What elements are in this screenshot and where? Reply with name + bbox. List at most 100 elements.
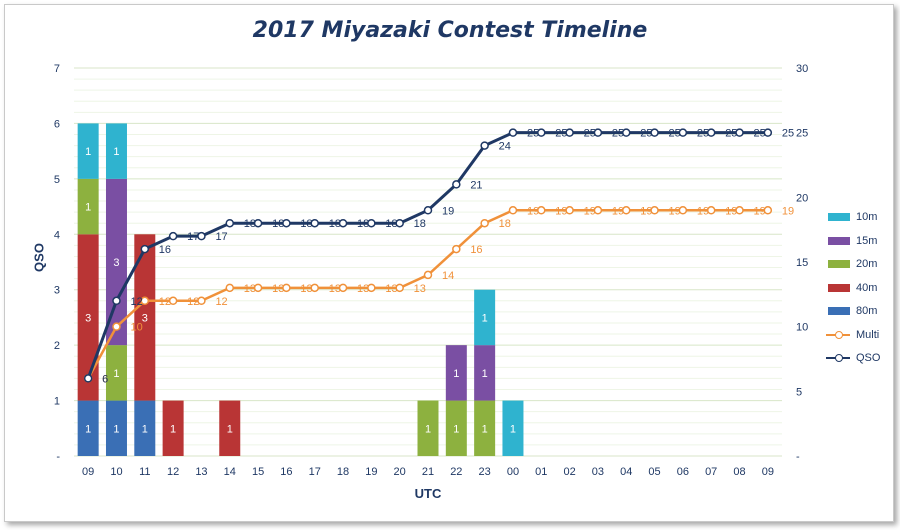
point-qso bbox=[225, 218, 235, 228]
bar-segment-10m bbox=[77, 123, 99, 179]
point-multi bbox=[593, 206, 603, 215]
point-qso bbox=[706, 128, 716, 137]
x-tick-label: 21 bbox=[422, 466, 434, 478]
bar-segment-20m bbox=[417, 400, 439, 456]
point-label-qso: 17 bbox=[187, 231, 199, 243]
point-multi bbox=[480, 218, 489, 228]
legend-item-multi: Multi bbox=[826, 326, 896, 350]
point-label-qso: 25 bbox=[640, 128, 652, 140]
bar-segment-10m bbox=[502, 400, 524, 456]
bar-value-label: 1 bbox=[482, 368, 488, 380]
point-multi bbox=[395, 283, 404, 293]
bar-value-label: 3 bbox=[85, 312, 91, 324]
point-label-multi: 12 bbox=[187, 296, 199, 308]
bar-segment-20m bbox=[474, 400, 496, 456]
bar-segment-15m bbox=[445, 345, 467, 401]
y2-tick-label: 10 bbox=[796, 322, 808, 334]
x-tick-label: 01 bbox=[535, 466, 547, 478]
point-label-multi: 19 bbox=[527, 205, 539, 217]
point-multi bbox=[565, 206, 574, 215]
x-tick-label: 22 bbox=[450, 466, 462, 478]
point-label-multi: 19 bbox=[725, 205, 737, 217]
point-label-multi: 13 bbox=[414, 283, 426, 295]
x-tick-label: 03 bbox=[592, 466, 604, 478]
point-multi bbox=[735, 206, 744, 215]
x-tick-label: 16 bbox=[280, 466, 292, 478]
point-label-multi: 19 bbox=[669, 205, 681, 217]
point-label-qso: 18 bbox=[272, 218, 284, 230]
point-label-qso: 18 bbox=[329, 218, 341, 230]
legend-item-20m: 20m bbox=[826, 255, 896, 279]
point-qso bbox=[282, 218, 291, 228]
y-tick-label: 7 bbox=[54, 63, 60, 75]
point-label-qso: 25 bbox=[555, 128, 567, 140]
legend-label-40m: 40m bbox=[856, 281, 878, 294]
point-label-qso: 25 bbox=[697, 128, 709, 140]
point-label-multi: 13 bbox=[300, 283, 312, 295]
legend-swatch-10m bbox=[828, 213, 850, 221]
point-label-qso: 19 bbox=[442, 205, 454, 217]
legend-label-20m: 20m bbox=[856, 258, 878, 270]
x-axis-title: UTC bbox=[414, 486, 442, 501]
bar-value-label: 1 bbox=[482, 423, 488, 435]
bar-value-label: 1 bbox=[453, 368, 459, 380]
bar-segment-40m bbox=[134, 234, 156, 401]
point-qso bbox=[593, 128, 603, 137]
bar-value-label: 3 bbox=[142, 312, 148, 324]
legend-swatch-40m bbox=[828, 283, 850, 292]
point-multi bbox=[678, 206, 688, 215]
point-label-qso: 25 bbox=[584, 128, 596, 140]
point-multi bbox=[282, 283, 291, 293]
point-label-qso: 25 bbox=[782, 128, 794, 140]
point-multi bbox=[452, 244, 461, 254]
bar-segment-15m bbox=[105, 178, 127, 346]
point-qso bbox=[367, 218, 376, 228]
point-label-qso: 18 bbox=[300, 218, 312, 230]
point-qso bbox=[678, 128, 688, 137]
point-qso bbox=[395, 218, 404, 228]
y2-tick-label: 30 bbox=[796, 63, 808, 75]
legend-item-15m: 15m bbox=[826, 232, 896, 256]
point-label-multi: 19 bbox=[697, 205, 709, 217]
x-tick-label: 20 bbox=[394, 466, 406, 478]
point-qso bbox=[112, 296, 121, 306]
x-tick-label: 09 bbox=[82, 466, 94, 478]
point-qso bbox=[253, 218, 263, 228]
point-multi bbox=[537, 206, 546, 215]
y-tick-label: 6 bbox=[54, 118, 60, 130]
x-tick-label: 06 bbox=[677, 466, 689, 478]
point-label-qso: 25 bbox=[725, 128, 737, 140]
point-label-qso: 21 bbox=[470, 179, 482, 191]
y-tick-label: 5 bbox=[54, 174, 60, 186]
legend-swatch-15m bbox=[828, 236, 850, 245]
x-tick-label: 19 bbox=[365, 466, 377, 478]
legend-swatch-20m bbox=[828, 260, 850, 268]
point-label-qso: 18 bbox=[357, 218, 369, 230]
x-tick-label: 00 bbox=[507, 466, 519, 478]
bar-value-label: 1 bbox=[482, 312, 488, 324]
bar-segment-20m bbox=[105, 345, 127, 401]
point-label-multi: 19 bbox=[754, 205, 766, 217]
y-tick-label: 4 bbox=[54, 229, 60, 241]
point-qso bbox=[480, 141, 489, 150]
point-label-multi: 12 bbox=[215, 296, 227, 308]
bar-value-label: 1 bbox=[113, 368, 119, 380]
point-qso bbox=[621, 128, 631, 137]
bar-value-label: 1 bbox=[142, 423, 148, 435]
legend-label-qso: QSO bbox=[856, 352, 881, 364]
point-multi bbox=[650, 206, 659, 215]
x-tick-label: 11 bbox=[139, 466, 150, 478]
y2-tick-label: - bbox=[796, 451, 800, 463]
bar-segment-10m bbox=[105, 123, 127, 179]
point-label-qso: 25 bbox=[612, 128, 624, 140]
bar-value-label: 1 bbox=[85, 423, 91, 435]
point-qso bbox=[310, 218, 319, 228]
point-label-qso: 18 bbox=[244, 218, 256, 230]
point-label-multi: 12 bbox=[159, 296, 171, 308]
bar-segment-80m bbox=[77, 400, 99, 456]
point-label-multi: 14 bbox=[442, 270, 454, 282]
point-label-qso: 18 bbox=[414, 218, 426, 230]
point-label-multi: 13 bbox=[244, 283, 256, 295]
bar-value-label: 1 bbox=[113, 423, 119, 435]
x-tick-label: 09 bbox=[762, 466, 774, 478]
